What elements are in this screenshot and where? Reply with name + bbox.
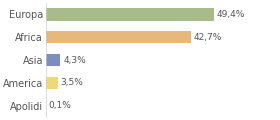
Text: 42,7%: 42,7%: [194, 33, 222, 42]
Bar: [46, 31, 191, 43]
Text: 0,1%: 0,1%: [49, 101, 72, 110]
Bar: [46, 8, 214, 21]
Text: 3,5%: 3,5%: [60, 78, 83, 87]
Text: 4,3%: 4,3%: [63, 55, 86, 65]
Bar: [46, 54, 60, 66]
Text: 49,4%: 49,4%: [217, 10, 245, 19]
Bar: [46, 77, 58, 89]
